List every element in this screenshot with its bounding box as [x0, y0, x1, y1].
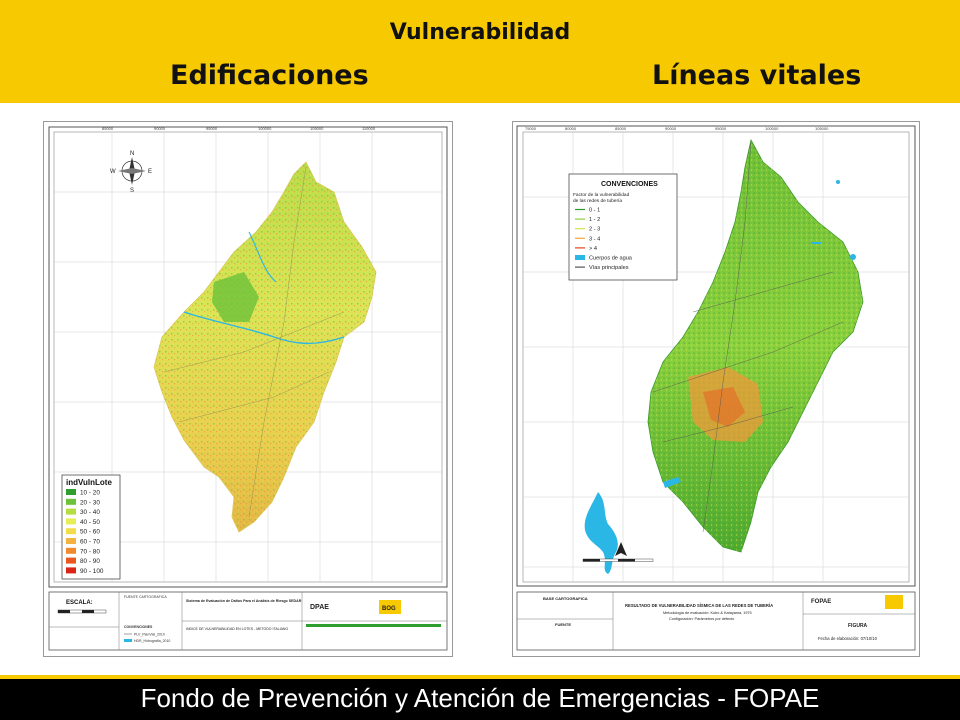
- water-bodies: [584, 180, 856, 574]
- fecha-text: Fecha de elaboración: 07/10/10: [818, 636, 878, 641]
- system-title: Sistema de Evaluación de Daños Para el A…: [186, 599, 302, 603]
- right-legend-label-6: Vías principales: [589, 265, 629, 271]
- left-convenciones-label: CONVENCIONES: [124, 625, 153, 629]
- right-tick-2: 85000: [615, 126, 627, 131]
- right-legend-swatch-5: [575, 255, 585, 260]
- left-tick-3: 100000: [258, 126, 272, 131]
- escala-label: ESCALA:: [66, 600, 93, 606]
- left-legend-swatch-6: [66, 547, 76, 554]
- left-legend-label-3: 40 - 50: [80, 519, 100, 526]
- left-legend-label-2: 30 - 40: [80, 509, 100, 516]
- right-tick-3: 90000: [665, 126, 677, 131]
- left-legend-swatch-4: [66, 528, 76, 535]
- right-legend-label-2: 2 - 3: [589, 227, 600, 233]
- right-tick-6: 105000: [815, 126, 829, 131]
- right-legend-label-5: Cuerpos de agua: [589, 256, 633, 262]
- footer-text: Fondo de Prevención y Atención de Emerge…: [140, 683, 820, 713]
- compass-n: N: [130, 151, 134, 157]
- left-legend-swatch-5: [66, 538, 76, 544]
- left-legend-label-7: 80 - 90: [80, 558, 100, 565]
- right-legend-subtitle-2: de las redes de tubería: [573, 198, 622, 204]
- left-subtitle: Edificaciones: [170, 60, 369, 91]
- left-legend-swatch-3: [66, 518, 76, 525]
- config-text: Configuración: Parámetros por defecto: [669, 617, 734, 621]
- right-tick-4: 95000: [715, 126, 727, 131]
- left-legend-label-0: 10 - 20: [80, 490, 100, 497]
- result-title: RESULTADO DE VULNERABILIDAD SÍSMICA DE L…: [625, 603, 773, 608]
- right-map-svg: 75000 80000 85000 90000 95000 100000 105…: [516, 125, 916, 651]
- right-legend-label-3: 3 - 4: [589, 236, 600, 242]
- left-legend-swatch-1: [66, 498, 76, 505]
- left-tick-0: 85000: [102, 126, 114, 131]
- right-map-panel: 75000 80000 85000 90000 95000 100000 105…: [512, 121, 920, 657]
- left-map-svg: 85000 90000 95000 100000 105000 110000: [48, 126, 448, 651]
- right-legend-title: CONVENCIONES: [601, 181, 658, 188]
- page-title: Vulnerabilidad: [389, 20, 571, 45]
- logo-dpae: DPAE: [310, 604, 329, 611]
- left-legend-swatch-7: [66, 557, 76, 564]
- north-arrow-icon: [582, 542, 654, 562]
- header-banner: Vulnerabilidad Edificaciones Líneas vita…: [0, 0, 960, 103]
- right-subtitle: Líneas vitales: [652, 60, 862, 91]
- right-fuente-label: FUENTE: [555, 622, 571, 627]
- right-tick-5: 100000: [765, 126, 779, 131]
- right-legend-label-4: > 4: [589, 246, 597, 252]
- left-tick-2: 95000: [206, 126, 218, 131]
- logo-fopae: FOPAE: [811, 599, 831, 605]
- figura-label: FIGURA: [848, 623, 868, 629]
- left-legend-title: indVulnLote: [66, 478, 112, 487]
- compass-e: E: [148, 169, 152, 175]
- left-legend-label-8: 90 - 100: [80, 568, 104, 575]
- left-legend-label-1: 20 - 30: [80, 499, 100, 506]
- right-legend-label-1: 1 - 2: [589, 217, 600, 223]
- left-tick-5: 110000: [362, 126, 376, 131]
- compass-icon: N S E W: [110, 151, 152, 194]
- compass-s: S: [130, 188, 134, 194]
- left-legend-label-5: 60 - 70: [80, 539, 100, 546]
- right-tick-1: 80000: [565, 126, 577, 131]
- left-tick-4: 105000: [310, 126, 324, 131]
- compass-w: W: [110, 169, 116, 175]
- left-legend-swatch-0: [66, 489, 76, 495]
- base-label: BASE CARTOGRAFICA: [543, 596, 588, 601]
- footer-banner: Fondo de Prevención y Atención de Emerge…: [0, 675, 960, 720]
- left-legend-label-6: 70 - 80: [80, 548, 100, 555]
- right-legend: CONVENCIONES Factor de la vulnerabilidad…: [568, 173, 678, 281]
- left-legend-label-4: 50 - 60: [80, 529, 100, 536]
- footer-stripe: [0, 675, 960, 679]
- left-legend-swatch-8: [66, 567, 76, 574]
- conv-item-0: PLV_PlanVial_2010: [134, 633, 165, 637]
- logo-bog: BOG: [382, 606, 396, 612]
- left-fuente-label: FUENTE CARTOGRAFICA: [124, 595, 167, 599]
- left-map-panel: 85000 90000 95000 100000 105000 110000: [43, 121, 453, 657]
- left-tick-1: 90000: [154, 126, 166, 131]
- right-legend-label-0: 0 - 1: [589, 208, 600, 214]
- method-text: Metodología de evaluación: Kubo & Kataya…: [663, 611, 752, 615]
- conv-item-1: HDR_Hidrografia_2010: [134, 639, 170, 643]
- right-legend-subtitle-1: Factor de la vulnerabilidad: [573, 192, 630, 198]
- left-legend: indVulnLote 10 - 20 20 - 30 30 - 40 40 - 50…: [61, 474, 121, 580]
- left-legend-swatch-2: [66, 508, 76, 515]
- right-tick-0: 75000: [525, 126, 537, 131]
- map-caption: INDICE DE VULNERABILIDAD EN LOTES - METO…: [186, 627, 288, 631]
